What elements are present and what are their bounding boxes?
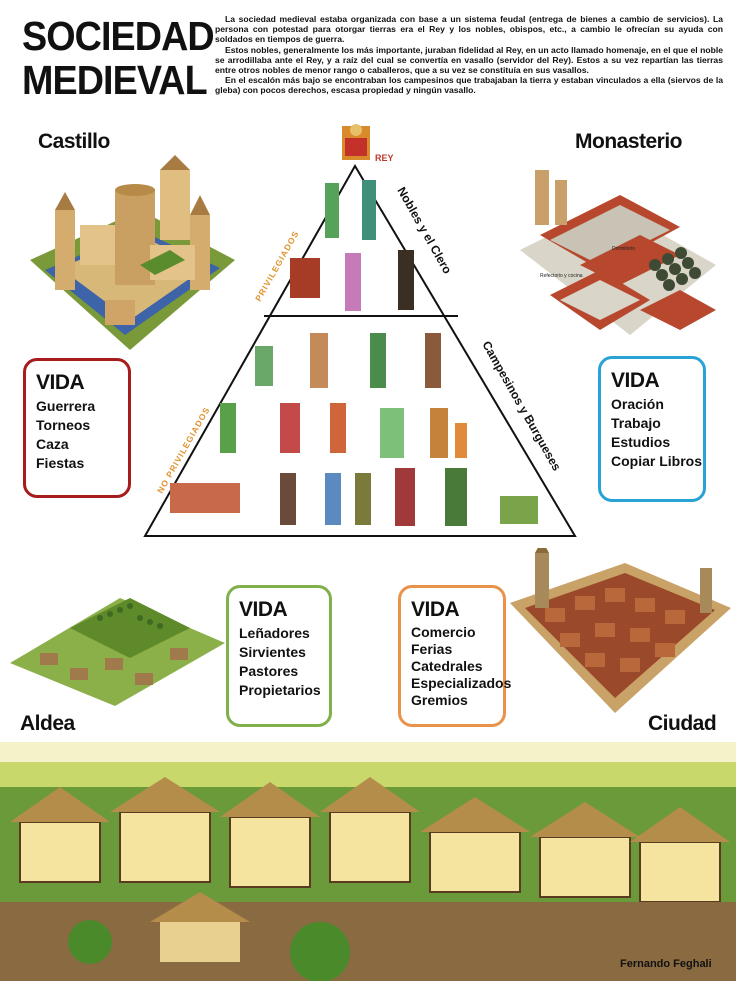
vida-aldea-item: Sirvientes	[239, 644, 306, 660]
vida-castillo-item: Guerrera	[36, 398, 96, 414]
vida-aldea-item: Pastores	[239, 663, 299, 679]
vida-box-aldea: VIDA Leñadores Sirvientes Pastores Propi…	[226, 585, 332, 727]
nobles-clergy-figures	[290, 180, 414, 311]
ciudad-illustration	[505, 548, 731, 718]
vida-box-ciudad: VIDA Comercio Ferias Catedrales Especial…	[398, 585, 512, 727]
title-line-2: MEDIEVAL	[22, 57, 208, 103]
vida-box-castillo: VIDA Guerrera Torneos Caza Fiestas	[23, 358, 131, 498]
vida-aldea-item: Propietarios	[239, 682, 321, 698]
intro-paragraph-1: La sociedad medieval estaba organizada c…	[215, 14, 723, 45]
town-panorama-illustration	[0, 742, 736, 981]
vida-castillo-item: Fiestas	[36, 455, 85, 471]
pyramid-label-rey: REY	[375, 153, 394, 163]
vida-monasterio-item: Copiar Libros	[611, 453, 703, 469]
vida-ciudad-item: Catedrales	[411, 658, 483, 674]
intro-text: La sociedad medieval estaba organizada c…	[215, 14, 723, 96]
intro-paragraph-3: En el escalón más bajo se encontraban lo…	[215, 75, 723, 96]
label-ciudad: Ciudad	[648, 712, 717, 735]
intro-paragraph-2: Estos nobles, generalmente los más impor…	[215, 44, 723, 76]
king-figure	[342, 124, 370, 160]
vida-monasterio-heading: VIDA	[611, 369, 660, 392]
vida-ciudad-item: Ferias	[411, 641, 453, 657]
vida-box-monasterio: VIDA Oración Trabajo Estudios Copiar Lib…	[598, 356, 706, 502]
vida-monasterio-item: Trabajo	[611, 415, 661, 431]
author-credit: Fernando Feghali	[620, 958, 712, 970]
social-pyramid: REY Nobles y el Clero Campesinos y Burgu…	[140, 118, 580, 538]
vida-ciudad-item: Comercio	[411, 624, 476, 640]
monastery-illustration: Refectorio y cocina Dormitorio	[520, 155, 716, 355]
vida-aldea-item: Leñadores	[239, 625, 310, 641]
monastery-label-refectorio: Refectorio y cocina	[540, 273, 583, 279]
vida-ciudad-item: Gremios	[411, 692, 468, 708]
vida-castillo-item: Caza	[36, 436, 69, 452]
peasant-figures	[170, 333, 538, 526]
vida-aldea-heading: VIDA	[239, 598, 288, 621]
title-line-1: SOCIEDAD	[22, 13, 215, 59]
vida-ciudad-heading: VIDA	[411, 598, 460, 621]
label-castillo: Castillo	[38, 130, 110, 153]
castle-illustration	[20, 150, 240, 355]
vida-monasterio-item: Estudios	[611, 434, 671, 450]
aldea-illustration	[10, 588, 225, 708]
vida-castillo-heading: VIDA	[36, 371, 85, 394]
label-aldea: Aldea	[20, 712, 75, 735]
label-monasterio: Monasterio	[575, 130, 683, 153]
vida-castillo-item: Torneos	[36, 417, 91, 433]
page-title: SOCIEDAD MEDIEVAL	[22, 13, 215, 103]
vida-ciudad-item: Especializados	[411, 675, 512, 691]
vida-monasterio-item: Oración	[611, 396, 664, 412]
monastery-label-dormitorio: Dormitorio	[612, 246, 635, 252]
